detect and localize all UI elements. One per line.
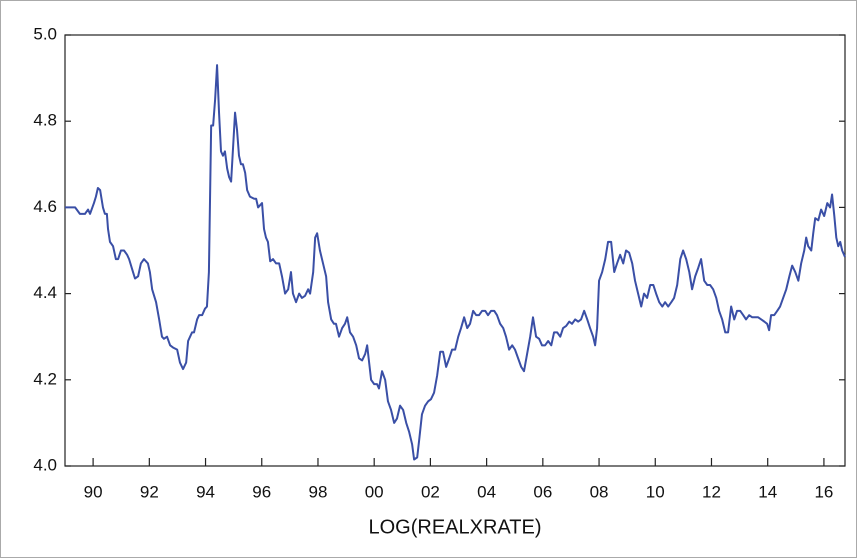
x-tick-label: 90: [84, 482, 103, 501]
data-line: [65, 64, 846, 461]
y-tick-label: 4.6: [33, 197, 57, 216]
y-tick-label: 4.4: [33, 283, 57, 302]
y-tick-label: 4.0: [33, 455, 57, 474]
x-tick-label: 98: [309, 482, 328, 501]
x-tick-label: 92: [140, 482, 159, 501]
x-tick-label: 16: [814, 482, 833, 501]
x-tick-label: 04: [477, 482, 496, 501]
x-tick-label: 10: [646, 482, 665, 501]
x-tick-label: 00: [365, 482, 384, 501]
x-tick-label: 06: [533, 482, 552, 501]
chart-title: LOG(REALXRATE): [369, 516, 542, 538]
y-tick-label: 4.8: [33, 111, 57, 130]
x-tick-label: 12: [702, 482, 721, 501]
x-tick-label: 96: [252, 482, 271, 501]
y-tick-label: 5.0: [33, 24, 57, 43]
x-tick-label: 14: [758, 482, 777, 501]
x-tick-label: 08: [590, 482, 609, 501]
y-tick-label: 4.2: [33, 369, 57, 388]
plot-frame: [64, 34, 846, 467]
x-tick-label: 02: [421, 482, 440, 501]
x-tick-label: 94: [196, 482, 215, 501]
